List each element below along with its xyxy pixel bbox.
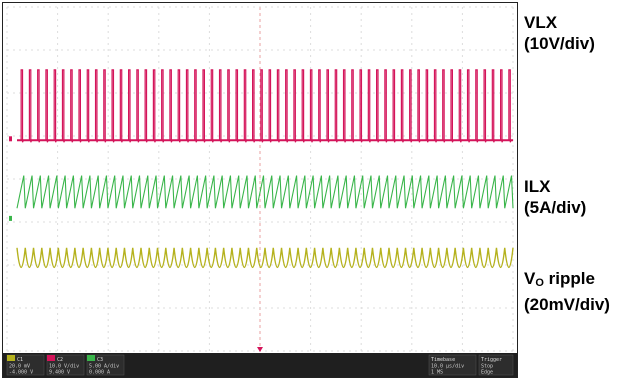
vlx-ground-marker — [9, 136, 12, 142]
vo-name-rest: ripple — [543, 269, 595, 288]
vlx-scale: (10V/div) — [524, 34, 595, 53]
vlx-trace — [17, 69, 513, 143]
vo-ripple-trace — [16, 247, 514, 269]
timebase-block — [428, 354, 477, 376]
channel-scale: 20.0 mV — [9, 364, 30, 370]
channel-tag: C2 — [57, 357, 63, 363]
ilx-trace — [16, 175, 514, 209]
channel-color-tag — [87, 355, 95, 361]
trigger-head: Trigger — [481, 357, 502, 363]
channel-color-tag — [7, 355, 15, 361]
trigger-marker — [257, 347, 263, 352]
vlx-label: VLX (10V/div) — [524, 12, 595, 54]
channel-color-tag — [47, 355, 55, 361]
vo-ripple-label: VO ripple (20mV/div) — [524, 268, 610, 315]
channel-scale: 10.0 V/div — [49, 364, 79, 370]
ilx-label: ILX (5A/div) — [524, 176, 586, 218]
oscilloscope-screen: C1 20.0 mV -4.000 V C2 10.0 V/div 9.400 V C3 5.… — [2, 2, 518, 378]
timebase-head: Timebase — [431, 357, 455, 363]
channel-tag: C1 — [17, 357, 23, 363]
channel-tag: C3 — [97, 357, 103, 363]
vo-scale: (20mV/div) — [524, 295, 610, 314]
channel-offset: 9.400 V — [49, 370, 70, 376]
trigger-mode: Stop — [481, 364, 493, 370]
ilx-scale: (5A/div) — [524, 198, 587, 217]
vlx-name: VLX — [524, 13, 558, 32]
vo-name-sub: O — [535, 277, 544, 289]
channel-block — [86, 354, 125, 376]
timebase-samples: 1 MS — [431, 370, 443, 376]
vo-name-main: V — [524, 269, 536, 288]
ilx-ground-marker — [9, 215, 12, 221]
ilx-name: ILX — [524, 177, 551, 196]
channel-scale: 5.00 A/div — [89, 364, 119, 370]
channel-offset: 0.000 A — [89, 370, 110, 376]
trigger-block — [478, 354, 514, 376]
channel-block — [46, 354, 85, 376]
channel-block — [6, 354, 45, 376]
vo-name: VO ripple — [524, 268, 610, 294]
timebase-value: 10.0 µs/div — [431, 364, 464, 370]
channel-offset: -4.000 V — [9, 370, 33, 376]
trigger-type: Edge — [481, 370, 493, 376]
